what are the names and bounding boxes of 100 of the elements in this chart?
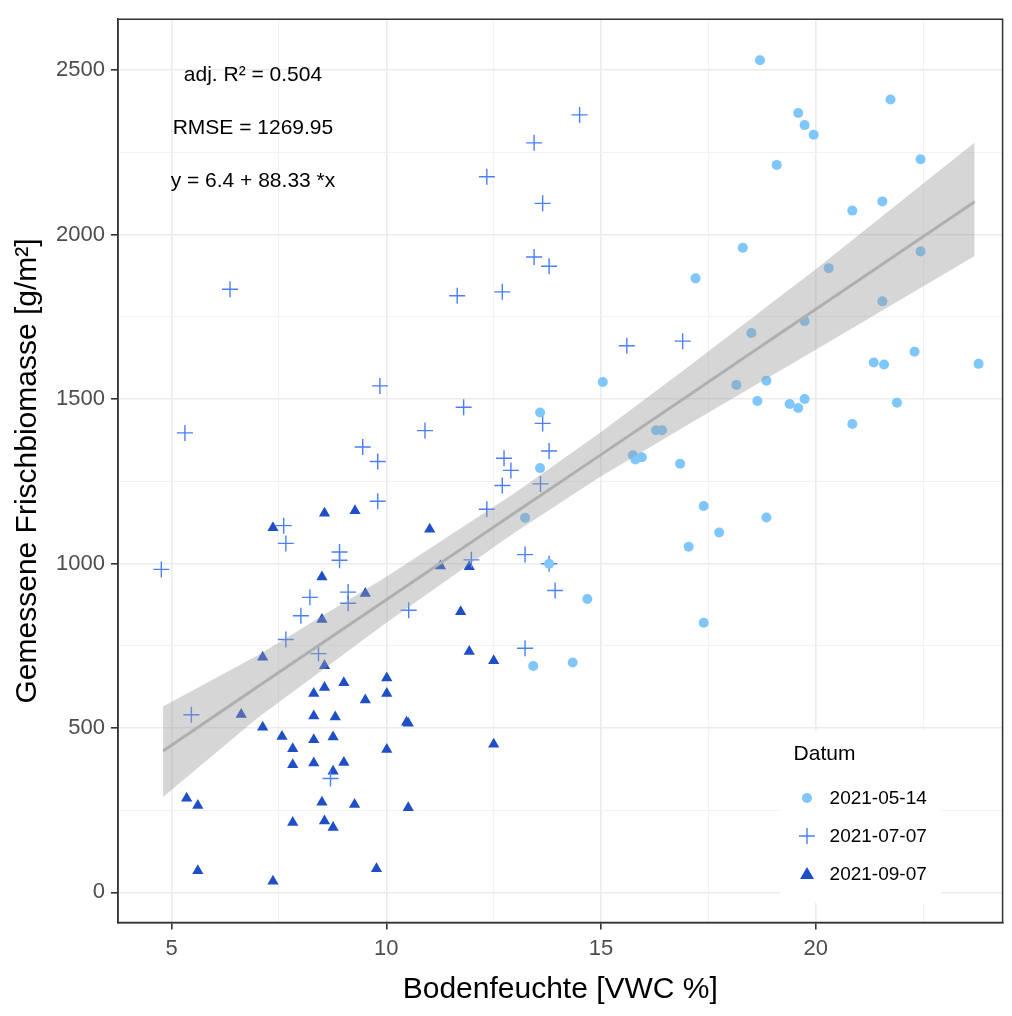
legend-label: 2021-07-07 [829,824,927,847]
y-tick-label: 1000 [55,549,105,575]
point [349,504,361,515]
point [761,512,772,523]
point [879,359,890,370]
point [462,551,481,569]
point [327,764,339,775]
point [478,168,496,186]
point [176,424,194,442]
point [516,639,534,658]
point [316,570,328,581]
point [478,500,496,518]
point [369,452,387,471]
point [567,657,578,668]
point [915,154,926,165]
point [316,795,328,806]
point [528,661,539,672]
point [544,558,555,569]
point [531,475,550,493]
point [520,512,531,523]
y-tick-label: 0 [92,878,105,904]
point [369,492,387,511]
point [321,769,340,788]
point [359,693,371,704]
point [257,650,269,661]
point [808,129,819,140]
point [746,327,757,338]
point [292,607,310,625]
point [424,522,436,533]
point [381,671,393,682]
point [784,398,795,409]
point [327,730,339,741]
point [535,463,546,474]
point [877,296,888,307]
point [502,461,520,480]
point [885,94,896,105]
point [181,791,193,802]
point [318,506,331,517]
point [308,709,320,720]
y-tick-label: 1500 [55,385,105,411]
point [582,593,593,604]
point [698,500,709,511]
point [495,449,513,467]
point [287,742,299,752]
point [152,560,171,579]
point [737,242,748,253]
point [752,396,763,407]
point [448,287,466,305]
point [381,686,393,697]
point [318,814,331,825]
x-tick-label: 10 [374,934,399,960]
point [488,654,500,665]
point [754,55,765,66]
point [287,816,299,826]
x-tick-label: 15 [588,934,614,960]
point [636,452,647,463]
point [308,733,320,743]
point [493,283,511,301]
point [277,534,295,553]
point [301,588,319,607]
point [330,551,349,569]
point [546,581,564,600]
point [799,120,810,131]
point [267,874,279,885]
legend-label: 2021-05-14 [829,786,927,809]
point [673,332,692,350]
point [454,398,473,416]
point [535,407,546,418]
point [402,801,414,812]
point [182,706,201,724]
point [338,676,350,687]
point [318,680,331,691]
point [761,375,772,386]
y-tick-label: 500 [68,713,105,739]
point [683,541,694,552]
point [277,630,295,649]
point [463,560,475,571]
point [316,612,328,623]
point [329,710,341,721]
point [973,358,984,369]
point [891,397,902,408]
point [463,645,475,655]
point [267,521,279,531]
point [276,729,288,740]
point [339,594,357,612]
point [868,357,879,368]
point [327,821,339,831]
annotation: y = 6.4 + 88.33 *x [170,168,336,191]
point [354,438,372,456]
y-tick-label: 2000 [55,220,105,246]
point [799,394,810,405]
point [338,755,350,766]
annotation: RMSE = 1269.95 [172,115,334,138]
point [308,686,320,697]
point [275,516,293,535]
point [455,605,467,616]
point [488,737,500,748]
point [192,799,204,809]
point [771,159,782,170]
point [370,862,383,872]
